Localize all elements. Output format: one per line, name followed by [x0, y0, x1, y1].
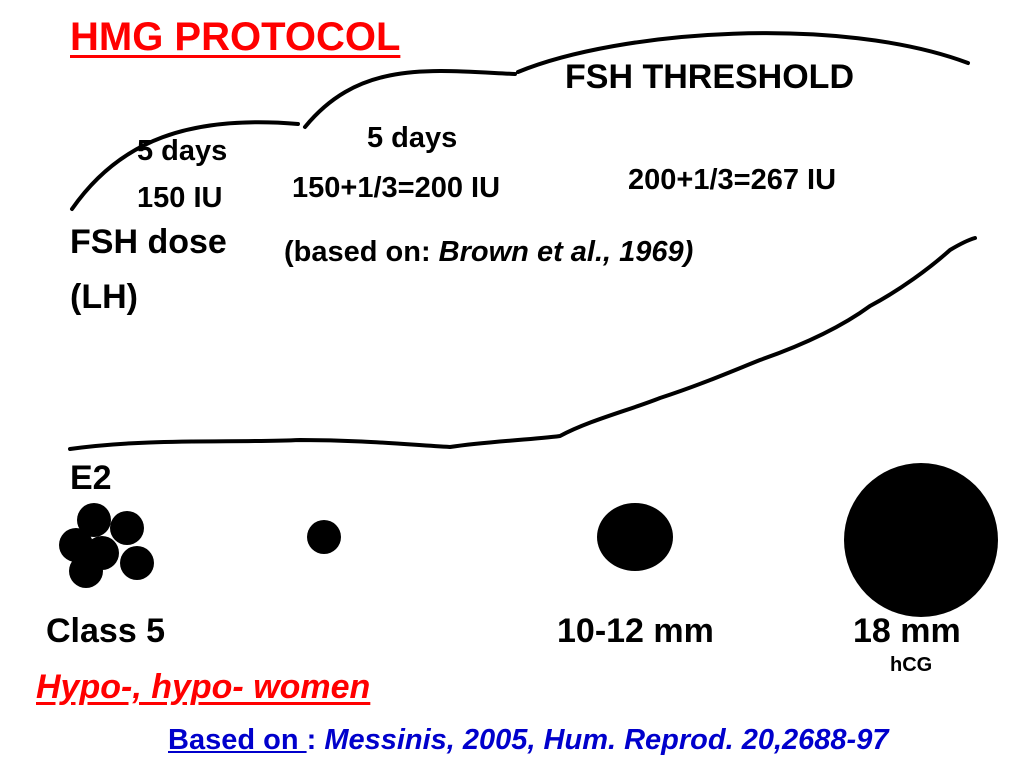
e2-rising-curve	[68, 236, 977, 451]
fsh-threshold-label: FSH THRESHOLD	[565, 58, 854, 96]
stage-1-dose: 150 IU	[137, 182, 223, 214]
dose-step-curve-3	[516, 31, 970, 74]
follicle-18mm	[844, 463, 998, 617]
source-prefix: Based on	[168, 724, 307, 756]
reference-note: (based on: Brown et al., 1969)	[284, 238, 693, 267]
source-separator: :	[306, 724, 325, 756]
follicle-18mm-label: 18 mm	[853, 612, 961, 650]
follicle-small-2	[110, 511, 144, 545]
stage-3-dose: 200+1/3=267 IU	[628, 164, 837, 196]
dose-step-curve-1	[70, 120, 300, 211]
stage-1-days: 5 days	[137, 135, 228, 167]
follicle-10-12mm-label: 10-12 mm	[557, 612, 714, 650]
population-label: Hypo-, hypo- women	[36, 668, 371, 706]
follicle-small-3	[59, 528, 93, 562]
follicle-small-1	[77, 503, 111, 537]
follicle-10-12mm	[597, 503, 673, 571]
follicle-small-6	[69, 554, 103, 588]
hcg-label: hCG	[890, 654, 933, 676]
stage-2-dose: 150+1/3=200 IU	[292, 172, 501, 204]
class5-label: Class 5	[46, 612, 166, 650]
e2-label: E2	[70, 459, 112, 497]
dose-step-curve-2	[303, 69, 517, 129]
source-citation: Based on : Messinis, 2005, Hum. Reprod. …	[168, 726, 888, 755]
reference-citation: Brown et al., 1969)	[438, 236, 694, 268]
fsh-dose-label: FSH dose	[70, 223, 227, 261]
page-title: HMG PROTOCOL	[70, 15, 401, 59]
lh-label: (LH)	[70, 278, 138, 316]
reference-prefix: (based on:	[284, 236, 439, 268]
source-reference: Messinis, 2005, Hum. Reprod. 20,2688-97	[324, 724, 889, 756]
follicle-small-5	[120, 546, 154, 580]
follicle-dominant-early	[307, 520, 341, 554]
stage-2-days: 5 days	[367, 122, 458, 154]
